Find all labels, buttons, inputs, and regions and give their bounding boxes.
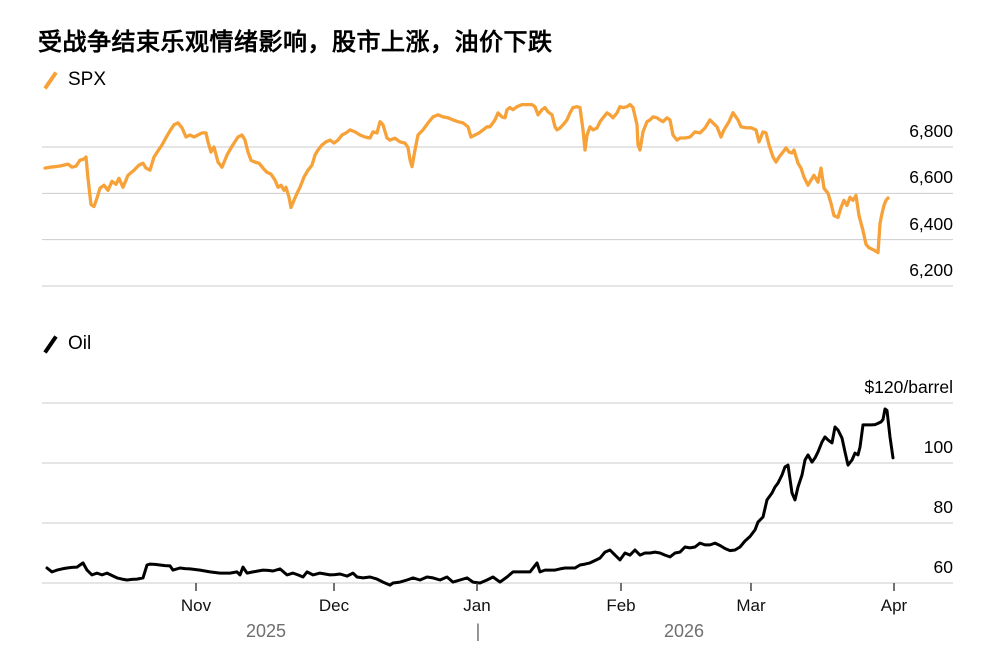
y-tick-label-spx-6200: 6,200 bbox=[909, 260, 953, 280]
year-label-2026: 2026 bbox=[663, 621, 705, 641]
x-tick-label-Jan: Jan bbox=[463, 596, 491, 615]
x-tick-label-Mar: Mar bbox=[736, 596, 766, 615]
y-tick-label-oil-60: 60 bbox=[933, 557, 953, 577]
x-tick-label-Feb: Feb bbox=[606, 596, 636, 615]
legend-oil: Oil bbox=[42, 333, 91, 355]
x-tick-label-Dec: Dec bbox=[318, 596, 350, 615]
legend-spx: SPX bbox=[42, 69, 106, 91]
spx-legend-slash-icon bbox=[43, 70, 58, 90]
legend-spx-label: SPX bbox=[68, 69, 107, 90]
spx-line bbox=[43, 102, 890, 255]
legend-oil-label: Oil bbox=[68, 333, 92, 354]
year-label-2025: 2025 bbox=[245, 621, 287, 641]
y-tick-label-oil-120: $120/barrel bbox=[864, 377, 953, 397]
y-tick-label-spx-6400: 6,400 bbox=[909, 213, 953, 234]
oil-line bbox=[45, 407, 895, 587]
x-tick-label-Apr: Apr bbox=[880, 596, 908, 615]
y-tick-label-oil-100: 100 bbox=[923, 437, 953, 457]
y-tick-label-oil-80: 80 bbox=[933, 497, 953, 517]
year-divider: | bbox=[475, 621, 481, 641]
x-tick-label-Nov: Nov bbox=[180, 596, 212, 615]
chart-title: 受战争结束乐观情绪影响，股市上涨，油价下跌 bbox=[38, 29, 553, 56]
y-tick-label-spx-6800: 6,800 bbox=[909, 121, 953, 141]
oil-legend-slash-icon bbox=[43, 334, 58, 354]
y-tick-label-spx-6600: 6,600 bbox=[909, 167, 953, 188]
